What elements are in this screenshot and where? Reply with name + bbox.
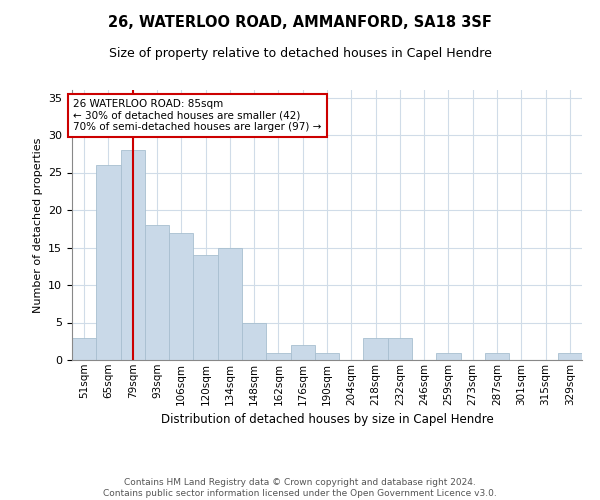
Bar xyxy=(121,150,145,360)
Bar xyxy=(558,352,582,360)
Bar xyxy=(193,255,218,360)
Bar xyxy=(72,338,96,360)
Bar xyxy=(436,352,461,360)
Text: Contains HM Land Registry data © Crown copyright and database right 2024.
Contai: Contains HM Land Registry data © Crown c… xyxy=(103,478,497,498)
Text: 26, WATERLOO ROAD, AMMANFORD, SA18 3SF: 26, WATERLOO ROAD, AMMANFORD, SA18 3SF xyxy=(108,15,492,30)
Text: 26 WATERLOO ROAD: 85sqm
← 30% of detached houses are smaller (42)
70% of semi-de: 26 WATERLOO ROAD: 85sqm ← 30% of detache… xyxy=(73,99,322,132)
Bar xyxy=(96,165,121,360)
Bar xyxy=(218,248,242,360)
Bar xyxy=(290,345,315,360)
X-axis label: Distribution of detached houses by size in Capel Hendre: Distribution of detached houses by size … xyxy=(161,413,493,426)
Bar xyxy=(266,352,290,360)
Text: Size of property relative to detached houses in Capel Hendre: Size of property relative to detached ho… xyxy=(109,48,491,60)
Bar xyxy=(364,338,388,360)
Bar xyxy=(242,322,266,360)
Bar xyxy=(388,338,412,360)
Bar xyxy=(169,232,193,360)
Y-axis label: Number of detached properties: Number of detached properties xyxy=(32,138,43,312)
Bar xyxy=(315,352,339,360)
Bar xyxy=(485,352,509,360)
Bar xyxy=(145,225,169,360)
